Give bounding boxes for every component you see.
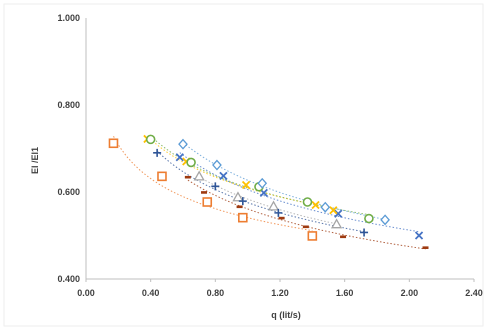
x-axis-title: q (lit/s) bbox=[271, 310, 301, 320]
x-tick-label: 0.40 bbox=[142, 288, 160, 298]
trendline bbox=[198, 176, 337, 225]
trendline bbox=[113, 136, 313, 232]
data-point-plus bbox=[360, 228, 369, 237]
data-point-x bbox=[329, 206, 338, 215]
x-tick-label: 1.60 bbox=[336, 288, 354, 298]
data-point-diamond bbox=[257, 177, 268, 189]
data-point-x bbox=[219, 171, 228, 181]
data-point-dash bbox=[278, 216, 285, 220]
data-point-square bbox=[238, 212, 248, 223]
data-point-dash bbox=[340, 235, 347, 239]
plot-area: 0.00 0.40 0.80 1.20 1.60 2.00 2.40 0.400 0.600 0.… bbox=[3, 3, 484, 327]
data-point-diamond bbox=[380, 214, 390, 226]
data-point-plus bbox=[153, 148, 162, 157]
chart-border bbox=[3, 3, 484, 327]
data-point-triangle bbox=[232, 191, 244, 202]
data-point-x bbox=[414, 231, 424, 240]
data-point-triangle bbox=[193, 170, 205, 181]
y-tick-label: 0.800 bbox=[57, 100, 80, 110]
data-point-triangle bbox=[330, 218, 343, 229]
data-point-square bbox=[157, 171, 167, 182]
data-point-circle bbox=[302, 197, 313, 207]
data-point-dash bbox=[302, 225, 309, 229]
y-tick-label: 1.000 bbox=[57, 13, 80, 23]
data-point-x bbox=[241, 180, 251, 190]
trendline bbox=[156, 150, 365, 233]
data-point-dash bbox=[236, 205, 243, 209]
data-point-square bbox=[108, 138, 119, 149]
x-tick-label: 1.20 bbox=[271, 288, 289, 298]
data-point-triangle bbox=[267, 200, 280, 211]
x-tick-label: 2.00 bbox=[401, 288, 419, 298]
data-point-diamond bbox=[320, 201, 331, 213]
data-point-diamond bbox=[212, 159, 222, 171]
trendline bbox=[187, 179, 426, 250]
data-point-circle bbox=[364, 213, 374, 224]
data-point-x bbox=[311, 200, 320, 210]
data-point-dash bbox=[201, 191, 208, 194]
data-point-circle bbox=[186, 157, 196, 168]
data-point-square bbox=[307, 231, 318, 241]
y-axis-title: El /El1 bbox=[30, 147, 40, 174]
data-point-circle bbox=[145, 134, 156, 145]
data-point-x bbox=[175, 153, 184, 162]
x-tick-label: 0.00 bbox=[77, 288, 95, 298]
data-point-plus bbox=[238, 197, 247, 206]
data-point-x bbox=[334, 209, 343, 218]
data-point-dash bbox=[422, 246, 429, 249]
x-tick-label: 0.80 bbox=[207, 288, 225, 298]
y-tick-label: 0.400 bbox=[57, 274, 80, 284]
data-point-plus bbox=[274, 208, 283, 217]
data-point-plus bbox=[211, 182, 220, 191]
x-tick-label: 2.40 bbox=[465, 288, 483, 298]
data-point-diamond bbox=[178, 138, 188, 150]
data-point-dash bbox=[184, 175, 191, 179]
y-tick-label: 0.600 bbox=[57, 187, 80, 197]
data-point-square bbox=[202, 197, 213, 207]
